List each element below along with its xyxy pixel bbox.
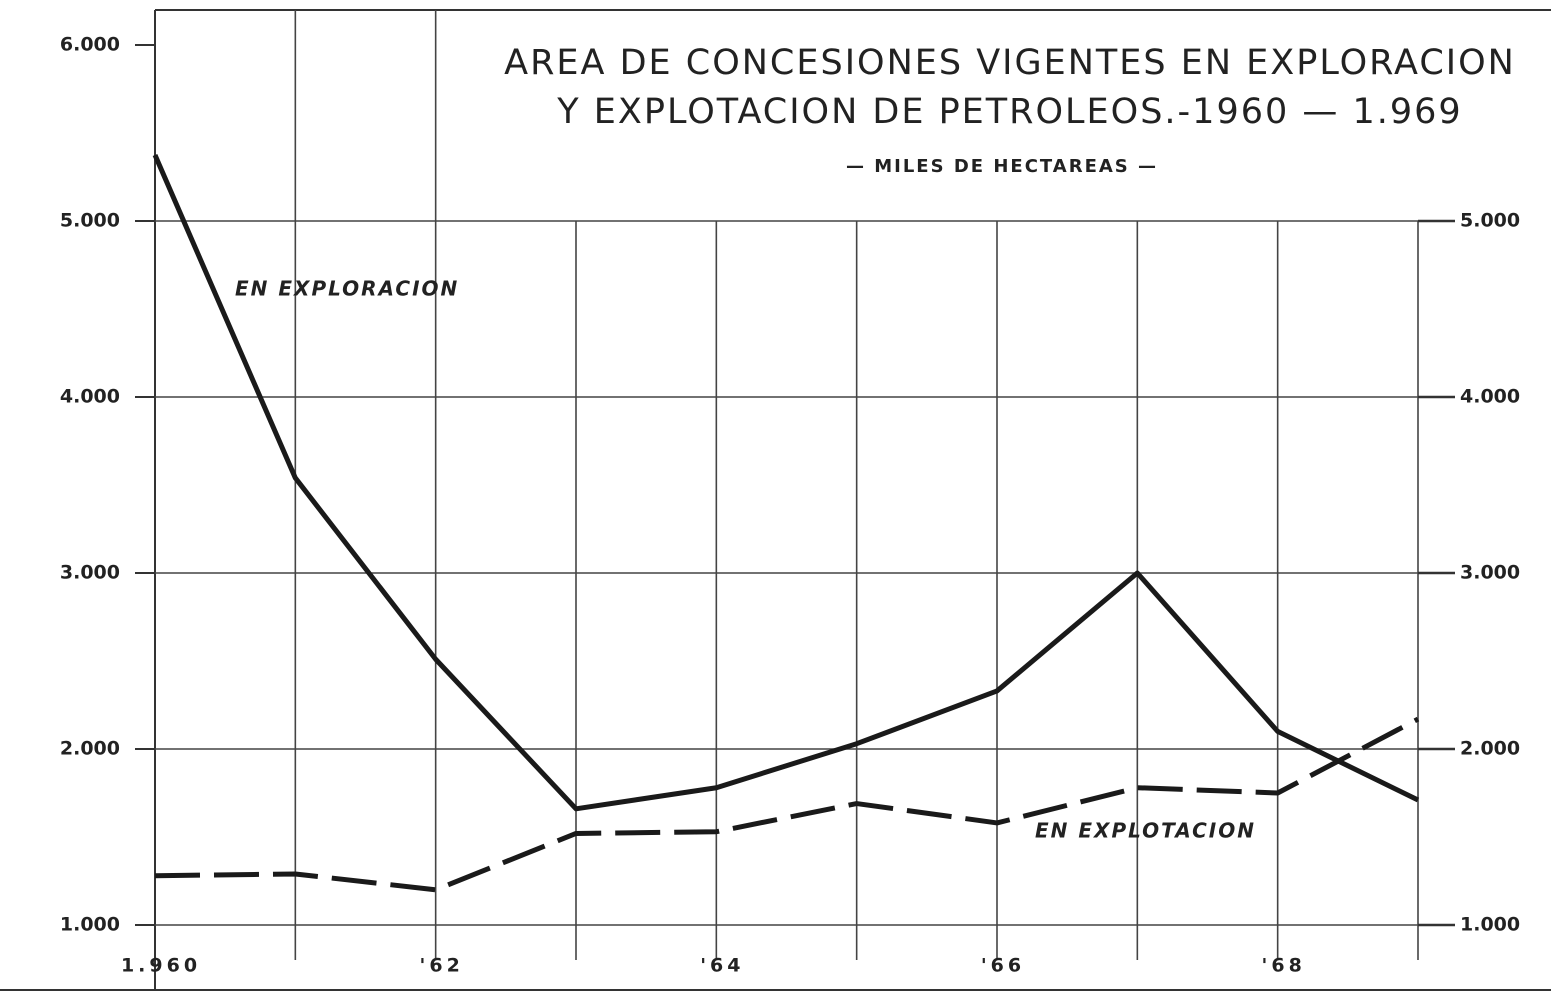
y2-tick-label: 2.000 — [1460, 738, 1520, 760]
y-tick-label: 6.000 — [60, 34, 120, 56]
series-line — [154, 716, 1420, 893]
chart-subtitle: — MILES DE HECTAREAS — — [846, 156, 1158, 177]
x-tick-label: 1.960 — [121, 955, 201, 977]
x-tick-label: '64 — [700, 955, 744, 977]
series-line — [152, 154, 1420, 812]
x-tick-label: '66 — [981, 955, 1025, 977]
y2-tick-label: 4.000 — [1460, 386, 1520, 408]
chart-title: Y EXPLOTACION DE PETROLEOS.-1960 — 1.969 — [556, 92, 1462, 132]
y2-tick-label: 5.000 — [1460, 210, 1520, 232]
y-tick-label: 1.000 — [60, 914, 120, 936]
y-tick-label: 2.000 — [60, 738, 120, 760]
x-tick-label: '62 — [420, 955, 464, 977]
chart-title: AREA DE CONCESIONES VIGENTES EN EXPLORAC… — [504, 43, 1516, 83]
series-label: EN EXPLORACION — [235, 277, 459, 301]
y-tick-label: 3.000 — [60, 562, 120, 584]
x-tick-label: '68 — [1262, 955, 1306, 977]
series-label: EN EXPLOTACION — [1035, 819, 1256, 843]
y-tick-label: 4.000 — [60, 386, 120, 408]
y2-tick-label: 3.000 — [1460, 562, 1520, 584]
y2-tick-label: 1.000 — [1460, 914, 1520, 936]
y-tick-label: 5.000 — [60, 210, 120, 232]
